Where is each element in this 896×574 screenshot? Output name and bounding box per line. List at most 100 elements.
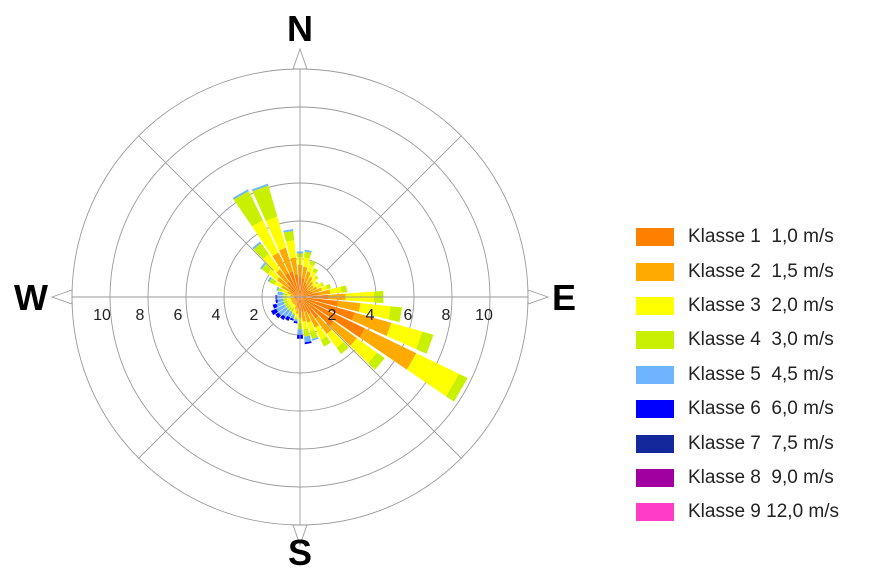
wind-sectors xyxy=(232,183,468,402)
sector-210-class-1 xyxy=(296,297,300,303)
sector-40-class-1 xyxy=(300,287,308,297)
sector-330-class-2 xyxy=(272,252,289,275)
legend-label: Klasse 4 3,0 m/s xyxy=(688,329,834,351)
sector-240-class-5 xyxy=(276,304,286,312)
arrow-north xyxy=(292,47,308,70)
sector-170-class-4 xyxy=(303,328,310,337)
sector-60-class-1 xyxy=(300,290,311,297)
sector-300-class-4 xyxy=(269,277,277,285)
sector-340-class-5 xyxy=(251,183,269,192)
legend: Klasse 1 1,0 m/s Klasse 2 1,5 m/s Klasse 3… xyxy=(636,220,839,530)
sector-30-class-1 xyxy=(300,285,308,297)
radial-tick-labels: 2 2 4 4 6 6 8 8 10 10 xyxy=(93,307,493,324)
legend-label: Klasse 7 7,5 m/s xyxy=(688,432,834,454)
sector-140-class-1 xyxy=(300,297,319,319)
sector-140-class-4 xyxy=(336,341,350,355)
sector-330-class-3 xyxy=(251,220,279,257)
tick-label-east-8: 8 xyxy=(442,307,451,324)
tick-label-west-6: 6 xyxy=(174,307,183,324)
sector-10-class-1 xyxy=(300,278,305,297)
tick-label-west-8: 8 xyxy=(136,307,145,324)
wind-rose-chart: 2 2 4 4 6 6 8 8 10 10 N S E W xyxy=(14,8,576,573)
sector-170-class-2 xyxy=(301,311,307,322)
legend-label: Klasse 3 2,0 m/s xyxy=(688,294,834,316)
sector-300-class-2 xyxy=(281,285,291,293)
sector-310-class-2 xyxy=(276,277,290,289)
sector-230-class-1 xyxy=(295,297,300,301)
sector-150-class-2 xyxy=(308,312,320,328)
tick-label-west-4: 4 xyxy=(212,307,221,324)
sector-110-class-2 xyxy=(351,312,392,336)
sector-100-class-1 xyxy=(300,297,338,307)
sector-200-class-2 xyxy=(294,305,298,310)
sector-350-class-2 xyxy=(290,257,298,275)
sector-170-class-5 xyxy=(304,335,312,343)
legend-item-7: Klasse 7 7,5 m/s xyxy=(636,426,839,460)
legend-item-9: Klasse 9 12,0 m/s xyxy=(636,495,839,529)
sector-80-class-1 xyxy=(300,292,319,297)
sector-200-class-1 xyxy=(296,297,300,307)
legend-swatch xyxy=(636,434,674,453)
sector-260-class-5 xyxy=(277,298,284,303)
legend-item-6: Klasse 6 6,0 m/s xyxy=(636,392,839,426)
grid-spoke-45 xyxy=(326,135,462,271)
sector-110-class-4 xyxy=(416,331,434,354)
sector-350-class-5 xyxy=(283,228,294,233)
sector-20-class-2 xyxy=(304,271,311,284)
sector-20-class-3 xyxy=(307,264,315,273)
sector-190-class-1 xyxy=(297,297,300,309)
sector-120-class-3 xyxy=(406,353,460,397)
sector-160-class-3 xyxy=(307,321,315,332)
sector-320-class-2 xyxy=(276,269,289,284)
sector-50-class-3 xyxy=(312,282,317,287)
sector-30-class-2 xyxy=(305,276,313,286)
sector-50-class-2 xyxy=(306,285,314,292)
compass-labels: N S E W xyxy=(14,8,576,573)
sector-310-class-4 xyxy=(261,263,272,274)
sector-190-class-4 xyxy=(294,317,298,320)
grid-spoke-225 xyxy=(138,323,274,459)
legend-swatch xyxy=(636,296,674,315)
sector-20-class-4 xyxy=(309,260,316,266)
sector-80-class-4 xyxy=(340,285,348,293)
sector-210-class-2 xyxy=(294,301,298,306)
sector-170-class-6 xyxy=(304,341,312,345)
sector-110-class-3 xyxy=(386,322,423,350)
sector-190-class-3 xyxy=(294,313,299,318)
sector-310-class-1 xyxy=(287,286,300,297)
sector-310-class-3 xyxy=(267,269,280,281)
sector-290-class-1 xyxy=(292,293,300,297)
legend-label: Klasse 1 1,0 m/s xyxy=(688,226,834,248)
tick-label-east-6: 6 xyxy=(404,307,413,324)
sector-130-class-1 xyxy=(300,297,334,327)
sector-220-class-6 xyxy=(280,314,286,321)
sector-160-class-5 xyxy=(311,336,319,341)
sector-30-class-3 xyxy=(309,271,317,279)
sector-80-class-2 xyxy=(318,289,331,296)
sector-250-class-1 xyxy=(294,297,300,300)
sector-190-class-6 xyxy=(293,320,298,324)
tick-label-east-4: 4 xyxy=(366,307,375,324)
sector-250-class-4 xyxy=(283,300,288,305)
legend-label: Klasse 2 1,5 m/s xyxy=(688,260,834,282)
sector-170-class-3 xyxy=(302,320,308,330)
compass-south: S xyxy=(288,532,312,573)
legend-swatch xyxy=(636,400,674,419)
sector-30-class-4 xyxy=(312,267,319,274)
legend-item-1: Klasse 1 1,0 m/s xyxy=(636,220,839,254)
sector-200-class-5 xyxy=(290,314,295,319)
legend-item-2: Klasse 2 1,5 m/s xyxy=(636,254,839,288)
legend-item-5: Klasse 5 4,5 m/s xyxy=(636,358,839,392)
sector-290-class-4 xyxy=(278,287,283,292)
sector-200-class-6 xyxy=(289,317,294,321)
sector-250-class-3 xyxy=(287,299,292,303)
sector-220-class-1 xyxy=(296,297,300,302)
sector-320-class-3 xyxy=(262,253,280,273)
sector-60-class-2 xyxy=(309,286,318,293)
grid-spoke-315 xyxy=(138,135,274,271)
sector-260-class-6 xyxy=(275,299,278,304)
sector-40-class-4 xyxy=(314,275,319,280)
sector-40-class-2 xyxy=(306,281,314,289)
sector-340-class-2 xyxy=(278,247,293,273)
compass-west: W xyxy=(14,277,48,318)
